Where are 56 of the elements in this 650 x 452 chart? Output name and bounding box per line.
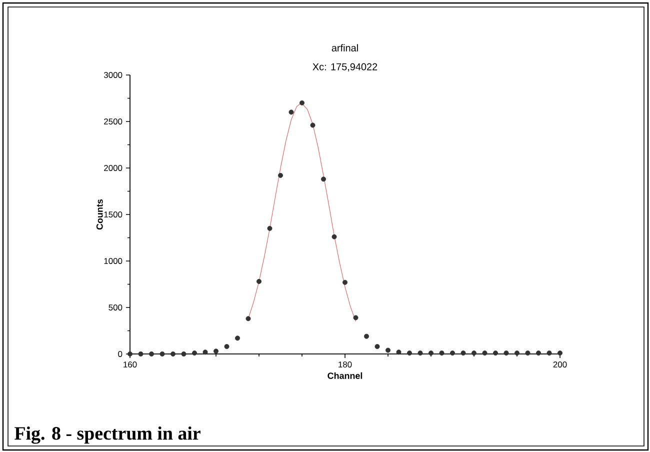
point — [482, 350, 488, 356]
y-tick-label: 0 — [118, 350, 122, 357]
point — [170, 351, 176, 356]
point — [278, 172, 284, 178]
point — [418, 350, 423, 356]
x-tick-label: 160 — [124, 362, 137, 368]
point — [386, 348, 391, 353]
point — [536, 350, 542, 356]
x-tick-label: 200 — [553, 362, 567, 368]
chart-title: arfinal — [332, 44, 358, 52]
point — [128, 351, 133, 356]
point — [525, 350, 530, 356]
point — [160, 351, 165, 356]
y-tick-label: 1500 — [104, 211, 122, 218]
point — [504, 350, 509, 356]
point — [493, 350, 498, 356]
y-tick-label: 3000 — [104, 72, 122, 78]
point — [460, 350, 466, 356]
y-tick-label: 1000 — [104, 258, 122, 264]
point — [214, 348, 219, 354]
point — [149, 351, 154, 356]
point — [310, 122, 316, 128]
point — [353, 315, 358, 320]
caption: Fig. 8 - spectrum in air — [14, 426, 200, 444]
text: Xc: 175,94022 — [312, 63, 378, 72]
point — [374, 344, 380, 350]
point — [321, 176, 326, 182]
y-tick-label: 2000 — [104, 164, 122, 171]
point — [439, 350, 444, 356]
point — [235, 336, 240, 341]
point — [267, 226, 272, 231]
point — [192, 350, 198, 356]
point — [332, 234, 337, 240]
y-tick-label: 2500 — [104, 118, 122, 124]
x-tick-label: 180 — [338, 362, 352, 368]
point — [546, 350, 552, 356]
point — [450, 350, 456, 356]
point — [246, 316, 251, 322]
point — [396, 350, 402, 355]
point — [558, 350, 563, 356]
point — [202, 350, 208, 355]
point — [514, 350, 520, 356]
point — [472, 350, 477, 356]
x-axis-title: Channel — [328, 372, 362, 379]
point — [342, 280, 348, 285]
point — [181, 351, 186, 356]
point — [224, 344, 230, 350]
point — [256, 278, 262, 284]
y-axis-title: Counts — [96, 199, 103, 230]
point — [428, 350, 434, 356]
point — [364, 334, 370, 339]
point — [407, 350, 412, 356]
point — [138, 351, 144, 356]
point — [300, 100, 305, 106]
y-tick-label: 500 — [108, 304, 122, 310]
point — [288, 110, 294, 115]
